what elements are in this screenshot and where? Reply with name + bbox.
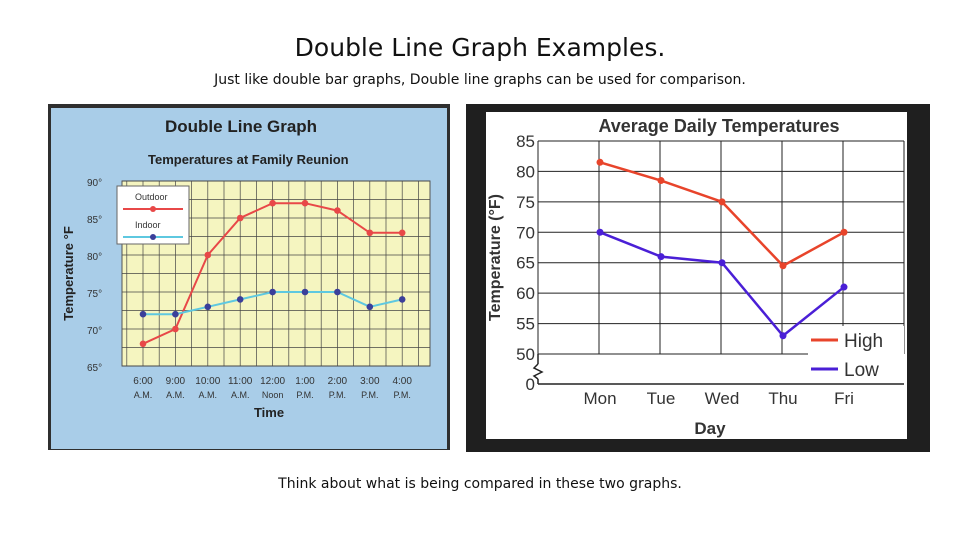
y-tick-label: 0 (526, 375, 535, 394)
y-axis-label: Temperature (°F) (487, 194, 504, 321)
y-tick-label: 75° (87, 289, 102, 300)
x-tick-label: Wed (705, 389, 740, 408)
x-tick-sublabel: P.M. (329, 390, 346, 400)
x-tick-label: Thu (768, 389, 797, 408)
legend-box (808, 326, 904, 382)
y-tick-label: 70° (87, 326, 102, 337)
x-tick-label: 10:00 (195, 376, 220, 387)
x-tick-sublabel: P.M. (361, 390, 378, 400)
y-tick-label: 70 (516, 223, 535, 242)
data-point-low (779, 332, 787, 340)
y-tick-label: 75 (516, 193, 535, 212)
x-tick-sublabel: A.M. (166, 390, 185, 400)
x-tick-label: 3:00 (360, 376, 380, 387)
chart-title: Temperatures at Family Reunion (148, 152, 349, 167)
x-tick-sublabel: P.M. (394, 390, 411, 400)
data-point-outdoor (366, 229, 374, 237)
x-tick-sublabel: A.M. (199, 390, 218, 400)
slide-caption: Think about what is being compared in th… (278, 476, 682, 492)
x-axis-label: Time (254, 405, 284, 420)
data-point-indoor (334, 288, 341, 296)
data-point-outdoor (236, 214, 244, 222)
x-axis-label: Day (694, 419, 726, 438)
x-tick-label: Tue (647, 389, 676, 408)
data-point-low (718, 259, 726, 267)
data-point-indoor (139, 310, 147, 318)
data-point-high (657, 177, 665, 185)
y-tick-label: 50 (516, 345, 535, 364)
data-point-high (779, 262, 787, 270)
data-point-high (840, 228, 848, 236)
legend-label-indoor: Indoor (135, 220, 161, 230)
x-tick-label: 2:00 (328, 376, 348, 387)
legend-label-outdoor: Outdoor (135, 192, 168, 202)
slide-subtitle: Just like double bar graphs, Double line… (214, 72, 746, 88)
slide-title: Double Line Graph Examples. (294, 33, 666, 62)
y-tick-label: 80 (516, 162, 535, 181)
data-point-indoor (204, 303, 212, 311)
y-tick-label: 60 (516, 284, 535, 303)
data-point-high (596, 158, 604, 166)
data-point-outdoor (269, 199, 276, 207)
x-tick-label: 11:00 (228, 376, 253, 387)
data-point-outdoor (139, 340, 147, 348)
data-point-indoor (269, 288, 276, 296)
x-tick-label: 12:00 (260, 376, 285, 387)
data-point-outdoor (398, 229, 406, 237)
x-tick-label: Mon (583, 389, 616, 408)
data-point-low (596, 228, 604, 236)
x-tick-label: 1:00 (295, 376, 315, 387)
x-tick-label: 6:00 (133, 376, 153, 387)
y-tick-label: 90° (87, 178, 102, 189)
daily-temperatures-chart: Average Daily Temperatures 85 80 75 70 65 60 55… (487, 116, 905, 438)
data-point-outdoor (301, 199, 309, 207)
legend-marker-indoor (150, 234, 156, 240)
data-point-low (657, 253, 665, 261)
data-point-outdoor (204, 251, 212, 259)
chart-heading: Double Line Graph (165, 117, 317, 136)
y-tick-label: 80° (87, 252, 102, 263)
data-point-outdoor (172, 325, 179, 333)
data-point-indoor (398, 296, 406, 303)
data-point-high (718, 198, 726, 206)
y-tick-label: 65 (516, 254, 535, 273)
series-line-high (599, 161, 845, 268)
y-tick-label: 65° (87, 363, 102, 374)
data-point-low (840, 283, 848, 291)
x-tick-sublabel: P.M. (296, 390, 313, 400)
chart-title: Average Daily Temperatures (598, 116, 839, 136)
data-point-outdoor (334, 207, 341, 214)
axis-break-mark (532, 363, 544, 380)
data-point-indoor (236, 296, 244, 303)
x-tick-sublabel: Noon (262, 390, 284, 400)
y-tick-label: 85 (516, 132, 535, 151)
x-tick-sublabel: A.M. (134, 390, 153, 400)
legend-label-high: High (844, 331, 883, 352)
x-tick-sublabel: A.M. (231, 390, 250, 400)
x-tick-label: 9:00 (166, 376, 186, 387)
y-tick-label: 85° (87, 215, 102, 226)
legend-marker-outdoor (150, 206, 156, 212)
x-tick-label: 4:00 (392, 376, 412, 387)
data-point-indoor (366, 303, 374, 311)
y-tick-label: 55 (516, 315, 535, 334)
legend-label-low: Low (844, 360, 879, 381)
family-reunion-chart: Double Line Graph Temperatures at Family … (61, 117, 431, 420)
y-axis-label: Temperature °F (61, 226, 76, 321)
data-point-indoor (172, 310, 179, 318)
x-tick-label: Fri (834, 389, 854, 408)
series-line-low (599, 231, 845, 338)
data-point-indoor (301, 288, 309, 296)
